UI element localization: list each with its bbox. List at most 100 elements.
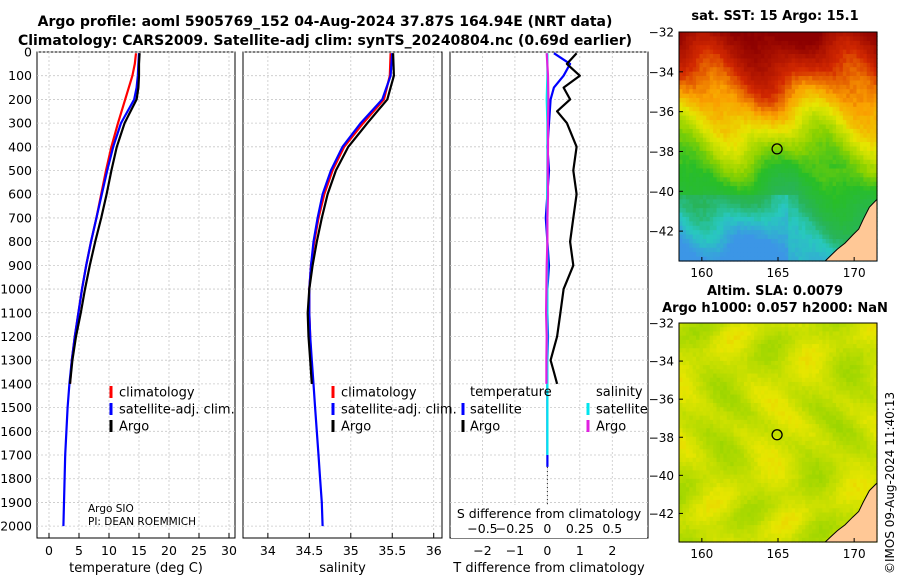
sla-map-cell [795,352,800,358]
sst-map-cell [757,252,762,258]
sla-map-cell [798,356,803,362]
sla-map-cell [798,365,803,370]
sst-map-cell [740,137,745,143]
sla-map-cell [853,428,858,434]
sla-map-cell [839,356,844,362]
sst-map-cell [760,45,765,51]
sla-map-cell [805,436,810,442]
sst-map-cell [696,225,701,231]
sst-map-cell [719,111,724,117]
sst-map-cell [815,102,820,108]
sst-map-cell [870,186,875,192]
sst-map-cell [784,120,789,126]
sst-map-cell [723,128,728,134]
sst-map-cell [716,54,721,60]
sst-map-cell [866,146,871,152]
sla-map-cell [767,344,772,349]
sla-map-cell [702,436,707,442]
sst-map-cell [832,172,837,178]
sst-map-cell [818,71,823,77]
sst-map-cell [836,221,841,227]
sst-map-cell [733,212,738,218]
sla-map-cell [757,381,762,387]
sst-map-cell [726,234,731,240]
sst-map-cell [832,45,837,51]
sst-map-cell [839,40,844,46]
sla-map-cell [801,419,806,425]
sst-map-cell [743,168,748,174]
sst-map-cell [726,168,731,174]
sst-map-cell [778,234,783,240]
sst-map-cell [853,137,858,143]
sst-map-cell [689,247,694,253]
sla-map-cell [839,424,844,429]
sla-map-cell [839,344,844,349]
sla-map-cell [870,327,875,333]
sst-map-cell [760,89,765,95]
temperature-legend-label: climatology [119,386,195,401]
sst-map-cell [733,230,738,236]
sla-map-cell [767,407,772,413]
sst-map-cell [798,247,803,253]
sst-map-cell [774,172,779,178]
sst-map-cell [696,212,701,218]
sst-map-cell [754,115,759,121]
sst-map-cell [829,234,834,240]
sst-map-cell [726,146,731,152]
sst-map-cell [771,225,776,231]
sst-map-cell [719,168,724,174]
sst-map-cell [791,168,796,174]
sst-map-cell [870,133,875,139]
sst-map-cell [685,124,690,130]
sst-map-cell [740,89,745,95]
sst-map-cell [685,216,690,222]
sla-map-cell [733,381,738,387]
sst-map-cell [829,243,834,249]
sst-map-cell [771,120,776,126]
sla-map-cell [719,411,724,417]
sst-map-cell [812,111,817,117]
sst-map-cell [815,216,820,222]
sst-map-cell [733,106,738,112]
sst-map-cell [699,120,704,126]
sst-map-cell [709,150,714,156]
sst-map-cell [713,225,718,231]
sst-map-cell [795,186,800,192]
sst-map-cell [760,159,765,165]
sst-map-cell [737,177,742,183]
sst-map-cell [822,216,827,222]
sla-map-cell [699,403,704,408]
sst-map-cell [767,181,772,187]
sst-map-cell [685,111,690,117]
sst-map-cell [870,172,875,178]
sla-map-cell [737,407,742,413]
sst-map-cell [699,98,704,104]
sst-map-cell [679,172,684,178]
sst-map-cell [740,194,745,200]
sst-map-cell [696,243,701,249]
sst-map-cell [719,120,724,126]
sla-map-cell [866,436,871,442]
sla-map-cell [842,411,847,417]
sst-map-cell [788,159,793,165]
sla-map-cell [795,373,800,379]
sst-map-cell [815,181,820,187]
sst-map-cell [778,84,783,90]
sst-map-cell [733,36,738,42]
sst-map-cell [692,76,697,82]
sst-map-cell [791,76,796,82]
sla-map-cell [740,344,745,349]
sst-map-cell [685,115,690,121]
sst-map-cell [829,106,834,112]
sst-map-cell [774,98,779,104]
sst-map-cell [726,230,731,236]
sst-map-cell [778,80,783,86]
sst-map-cell [764,146,769,152]
sla-map-cell [757,398,762,404]
sla-map-cell [757,411,762,417]
sst-map-cell [818,146,823,152]
sla-map-cell [716,373,721,379]
sst-map-cell [778,98,783,104]
sst-map-cell [723,120,728,126]
sst-map-cell [788,194,793,200]
